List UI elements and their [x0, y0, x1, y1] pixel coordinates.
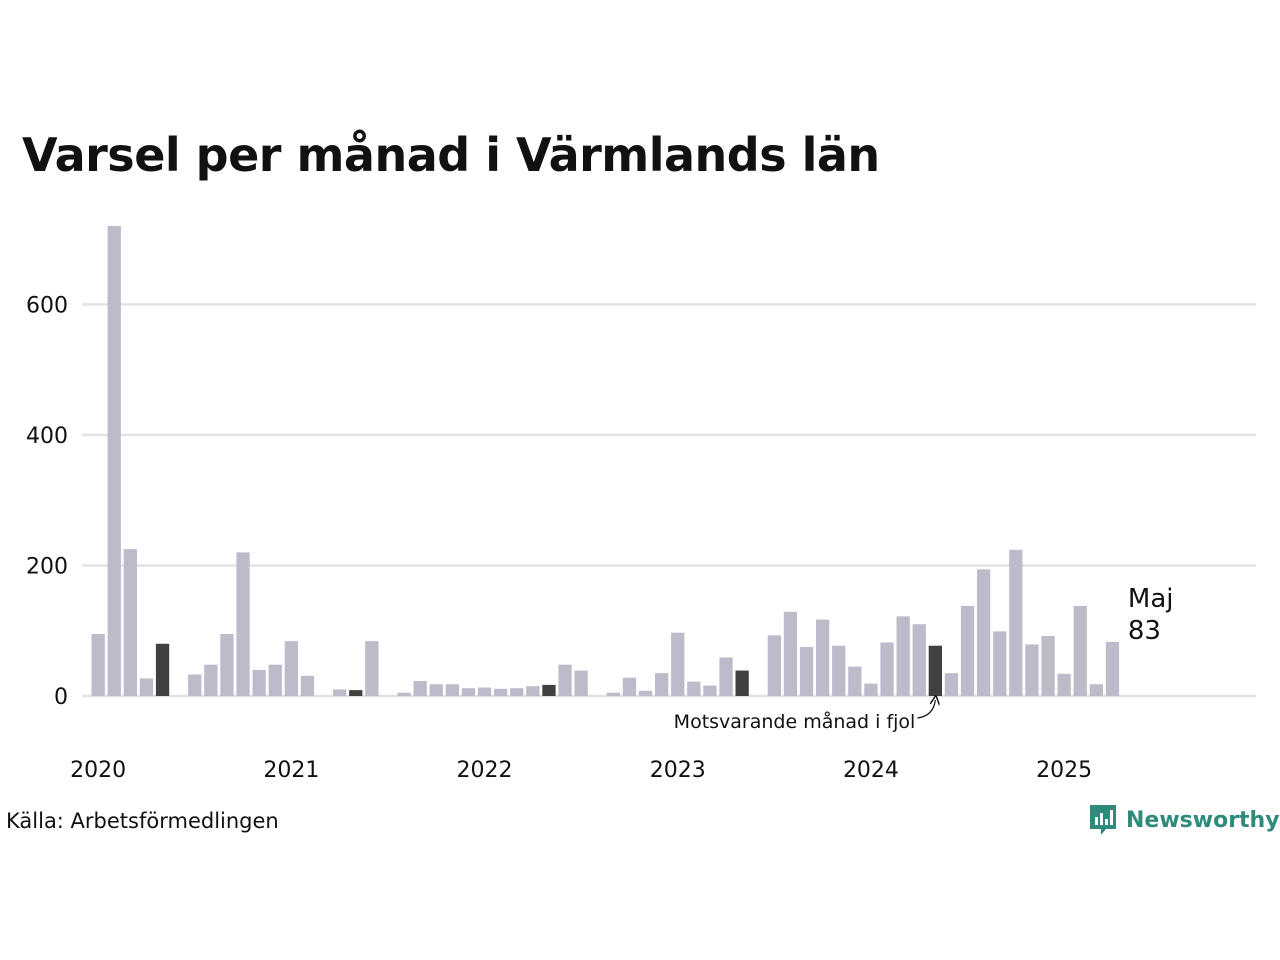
- annotation-arrow: [917, 700, 935, 719]
- bar: [671, 632, 685, 696]
- bar: [445, 684, 459, 696]
- bar: [252, 669, 266, 696]
- bar: [477, 687, 492, 696]
- bar: [816, 619, 830, 696]
- bar: [333, 689, 347, 696]
- brand-name: Newsworthy: [1126, 807, 1280, 833]
- bar: [284, 641, 298, 696]
- bar: [638, 690, 653, 696]
- bar: [960, 605, 975, 696]
- bar: [1009, 549, 1023, 696]
- y-tick-label: 0: [54, 685, 68, 710]
- bar: [397, 692, 411, 696]
- bar: [912, 624, 926, 696]
- bar: [510, 688, 524, 696]
- bar-same-month-last-year: [155, 643, 170, 696]
- bar: [1025, 644, 1039, 696]
- bar: [574, 670, 588, 696]
- axis-labels: 0 200 400 600 2020 2021 2022 2023 2024 2025: [26, 293, 1092, 783]
- bar: [300, 675, 315, 696]
- bar: [767, 635, 781, 696]
- bar: [880, 642, 894, 696]
- bar: [993, 631, 1007, 696]
- bar: [558, 664, 572, 696]
- bar: [1089, 684, 1103, 696]
- bar: [413, 680, 427, 696]
- x-year-label: 2021: [263, 758, 319, 783]
- bars: [91, 226, 1120, 696]
- highlight-value-label: 83: [1128, 616, 1161, 646]
- x-year-label: 2024: [843, 758, 899, 783]
- bar: [1057, 673, 1071, 696]
- bar: [1105, 641, 1120, 696]
- x-year-label: 2025: [1036, 758, 1092, 783]
- bar: [606, 692, 620, 696]
- chart-title: Varsel per månad i Värmlands län: [22, 128, 880, 182]
- bar: [864, 683, 878, 696]
- bar: [220, 633, 234, 696]
- bar: [687, 681, 701, 696]
- bar: [1041, 635, 1055, 696]
- bar: [896, 616, 910, 696]
- bar: [204, 664, 218, 696]
- bar: [1073, 605, 1087, 696]
- x-year-label: 2020: [70, 758, 126, 783]
- bar: [783, 611, 798, 696]
- bar: [107, 226, 121, 696]
- bar: [799, 647, 814, 696]
- bar-same-month-last-year: [928, 645, 942, 696]
- bar: [494, 688, 508, 696]
- bar: [944, 673, 959, 696]
- y-tick-label: 200: [26, 554, 68, 579]
- bar: [977, 569, 991, 696]
- bar: [655, 673, 669, 696]
- bar-same-month-last-year: [735, 670, 749, 696]
- same-month-annotation: Motsvarande månad i fjol: [674, 710, 916, 733]
- bar: [526, 686, 540, 696]
- x-year-label: 2022: [457, 758, 513, 783]
- bar: [703, 685, 717, 696]
- bar: [188, 674, 202, 696]
- bar: [832, 645, 846, 696]
- bar-same-month-last-year: [349, 690, 363, 696]
- bar: [429, 684, 443, 696]
- bar: [719, 657, 733, 696]
- bar: [365, 641, 379, 696]
- bar: [848, 666, 862, 696]
- x-year-label: 2023: [650, 758, 706, 783]
- bar: [236, 552, 250, 696]
- y-tick-label: 600: [26, 293, 68, 318]
- bar-same-month-last-year: [542, 684, 556, 696]
- bar: [461, 688, 476, 696]
- bar: [91, 633, 105, 696]
- source-note: Källa: Arbetsförmedlingen: [6, 809, 279, 833]
- bar: [268, 664, 282, 696]
- newsworthy-logo: Newsworthy: [1088, 803, 1280, 837]
- bar: [622, 677, 637, 696]
- highlight-month-label: Maj: [1128, 584, 1174, 614]
- bar: [139, 678, 154, 696]
- bar: [123, 549, 137, 696]
- y-tick-label: 400: [26, 424, 68, 449]
- newsworthy-logo-icon: [1090, 805, 1116, 835]
